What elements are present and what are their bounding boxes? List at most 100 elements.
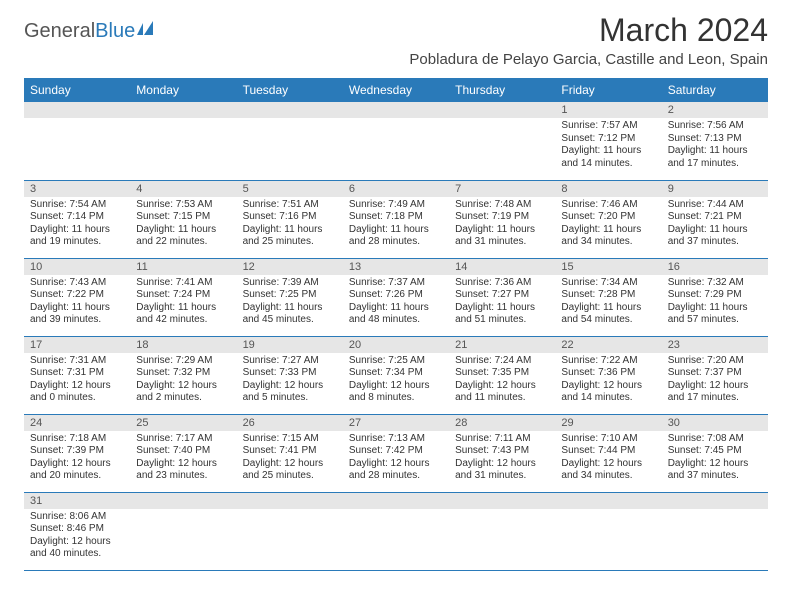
calendar-day-cell: 2Sunrise: 7:56 AMSunset: 7:13 PMDaylight… [662,102,768,180]
day-number [662,493,768,509]
day-sunrise: Sunrise: 7:53 AM [136,199,230,212]
day-daylight: Daylight: 11 hours and 45 minutes. [243,302,337,327]
day-sunset: Sunset: 7:37 PM [668,367,762,380]
day-daylight: Daylight: 12 hours and 23 minutes. [136,458,230,483]
day-sunrise: Sunrise: 7:34 AM [561,277,655,290]
weekday-header: Thursday [449,78,555,102]
day-sunset: Sunset: 7:31 PM [30,367,124,380]
calendar-day-cell [343,492,449,570]
day-number: 21 [449,337,555,353]
day-number: 8 [555,181,661,197]
calendar-day-cell: 3Sunrise: 7:54 AMSunset: 7:14 PMDaylight… [24,180,130,258]
page-header: GeneralBlue March 2024 Pobladura de Pela… [24,12,768,74]
calendar-day-cell [555,492,661,570]
day-content: Sunrise: 7:31 AMSunset: 7:31 PMDaylight:… [24,353,130,409]
day-sunset: Sunset: 7:26 PM [349,289,443,302]
day-sunset: Sunset: 7:19 PM [455,211,549,224]
day-number: 30 [662,415,768,431]
day-content: Sunrise: 7:32 AMSunset: 7:29 PMDaylight:… [662,275,768,331]
day-sunset: Sunset: 7:45 PM [668,445,762,458]
day-number: 7 [449,181,555,197]
day-number [343,102,449,118]
calendar-day-cell: 18Sunrise: 7:29 AMSunset: 7:32 PMDayligh… [130,336,236,414]
calendar-day-cell: 23Sunrise: 7:20 AMSunset: 7:37 PMDayligh… [662,336,768,414]
calendar-body: 1Sunrise: 7:57 AMSunset: 7:12 PMDaylight… [24,102,768,570]
day-sunrise: Sunrise: 7:18 AM [30,433,124,446]
day-number: 9 [662,181,768,197]
day-number: 26 [237,415,343,431]
day-sunset: Sunset: 7:18 PM [349,211,443,224]
day-number: 28 [449,415,555,431]
calendar-day-cell: 1Sunrise: 7:57 AMSunset: 7:12 PMDaylight… [555,102,661,180]
day-daylight: Daylight: 12 hours and 28 minutes. [349,458,443,483]
calendar-day-cell [24,102,130,180]
weekday-header: Wednesday [343,78,449,102]
calendar-week-row: 24Sunrise: 7:18 AMSunset: 7:39 PMDayligh… [24,414,768,492]
day-sunset: Sunset: 7:28 PM [561,289,655,302]
day-number: 25 [130,415,236,431]
day-content: Sunrise: 7:34 AMSunset: 7:28 PMDaylight:… [555,275,661,331]
day-daylight: Daylight: 12 hours and 31 minutes. [455,458,549,483]
day-daylight: Daylight: 11 hours and 25 minutes. [243,224,337,249]
day-number: 29 [555,415,661,431]
day-number: 6 [343,181,449,197]
day-sunrise: Sunrise: 7:43 AM [30,277,124,290]
calendar-day-cell [343,102,449,180]
calendar-day-cell: 8Sunrise: 7:46 AMSunset: 7:20 PMDaylight… [555,180,661,258]
day-sunset: Sunset: 7:43 PM [455,445,549,458]
day-sunrise: Sunrise: 7:27 AM [243,355,337,368]
day-sunset: Sunset: 7:33 PM [243,367,337,380]
day-sunrise: Sunrise: 7:49 AM [349,199,443,212]
day-content: Sunrise: 7:36 AMSunset: 7:27 PMDaylight:… [449,275,555,331]
day-sunrise: Sunrise: 7:29 AM [136,355,230,368]
day-number: 10 [24,259,130,275]
calendar-day-cell [449,492,555,570]
logo: GeneralBlue [24,20,159,43]
weekday-header: Friday [555,78,661,102]
day-sunrise: Sunrise: 7:17 AM [136,433,230,446]
day-number: 5 [237,181,343,197]
logo-text-blue: Blue [95,20,135,42]
calendar-week-row: 3Sunrise: 7:54 AMSunset: 7:14 PMDaylight… [24,180,768,258]
day-daylight: Daylight: 12 hours and 20 minutes. [30,458,124,483]
day-number: 19 [237,337,343,353]
weekday-header: Monday [130,78,236,102]
day-content: Sunrise: 7:43 AMSunset: 7:22 PMDaylight:… [24,275,130,331]
calendar-day-cell: 16Sunrise: 7:32 AMSunset: 7:29 PMDayligh… [662,258,768,336]
day-daylight: Daylight: 11 hours and 51 minutes. [455,302,549,327]
day-sunset: Sunset: 8:46 PM [30,523,124,536]
day-sunset: Sunset: 7:25 PM [243,289,337,302]
calendar-day-cell: 30Sunrise: 7:08 AMSunset: 7:45 PMDayligh… [662,414,768,492]
calendar-day-cell: 10Sunrise: 7:43 AMSunset: 7:22 PMDayligh… [24,258,130,336]
day-number: 16 [662,259,768,275]
calendar-day-cell: 9Sunrise: 7:44 AMSunset: 7:21 PMDaylight… [662,180,768,258]
day-sunset: Sunset: 7:44 PM [561,445,655,458]
calendar-day-cell [237,492,343,570]
day-sunrise: Sunrise: 7:54 AM [30,199,124,212]
calendar-day-cell: 31Sunrise: 8:06 AMSunset: 8:46 PMDayligh… [24,492,130,570]
day-number: 11 [130,259,236,275]
day-sunset: Sunset: 7:24 PM [136,289,230,302]
day-content: Sunrise: 7:24 AMSunset: 7:35 PMDaylight:… [449,353,555,409]
day-sunset: Sunset: 7:16 PM [243,211,337,224]
day-daylight: Daylight: 12 hours and 11 minutes. [455,380,549,405]
day-daylight: Daylight: 12 hours and 37 minutes. [668,458,762,483]
day-content: Sunrise: 7:18 AMSunset: 7:39 PMDaylight:… [24,431,130,487]
calendar-day-cell: 20Sunrise: 7:25 AMSunset: 7:34 PMDayligh… [343,336,449,414]
day-content: Sunrise: 7:25 AMSunset: 7:34 PMDaylight:… [343,353,449,409]
day-sunset: Sunset: 7:39 PM [30,445,124,458]
day-content: Sunrise: 7:39 AMSunset: 7:25 PMDaylight:… [237,275,343,331]
day-number: 22 [555,337,661,353]
day-content: Sunrise: 7:37 AMSunset: 7:26 PMDaylight:… [343,275,449,331]
day-number [130,493,236,509]
day-number: 24 [24,415,130,431]
day-sunset: Sunset: 7:13 PM [668,133,762,146]
calendar-day-cell: 24Sunrise: 7:18 AMSunset: 7:39 PMDayligh… [24,414,130,492]
day-content: Sunrise: 7:27 AMSunset: 7:33 PMDaylight:… [237,353,343,409]
day-daylight: Daylight: 11 hours and 42 minutes. [136,302,230,327]
day-sunset: Sunset: 7:34 PM [349,367,443,380]
day-daylight: Daylight: 12 hours and 14 minutes. [561,380,655,405]
day-content: Sunrise: 7:20 AMSunset: 7:37 PMDaylight:… [662,353,768,409]
calendar-day-cell: 26Sunrise: 7:15 AMSunset: 7:41 PMDayligh… [237,414,343,492]
day-daylight: Daylight: 12 hours and 25 minutes. [243,458,337,483]
